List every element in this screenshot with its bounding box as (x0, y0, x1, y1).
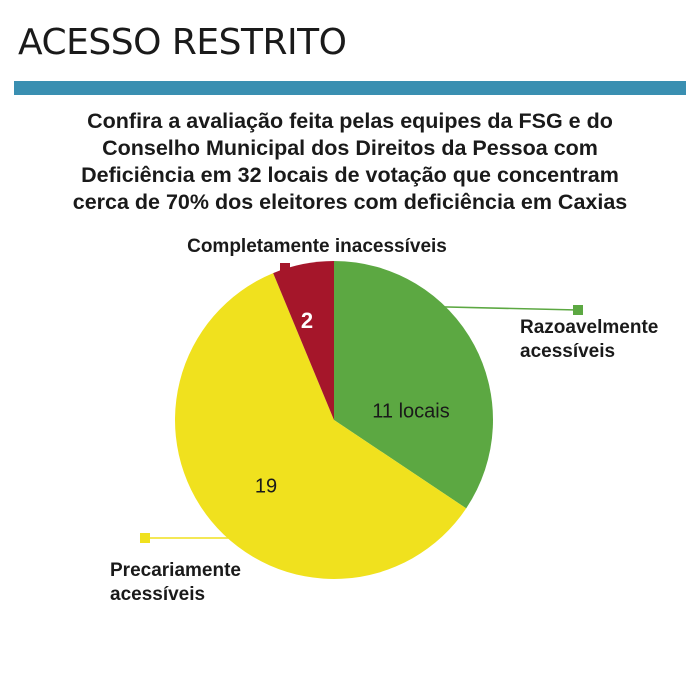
chart-subtitle: Confira a avaliação feita pelas equipes … (20, 108, 680, 216)
legend-marker-inacessiveis (280, 263, 290, 273)
category-label-line: Razoavelmente (520, 317, 658, 338)
category-label-line: acessíveis (520, 341, 615, 362)
category-label-inacessiveis: Completamente inacessíveis (187, 236, 447, 257)
page-title: ACESSO RESTRITO (18, 22, 347, 63)
category-label-line: Precariamente (110, 560, 241, 581)
category-label-line: Completamente inacessíveis (187, 236, 447, 257)
legend-marker-razoavelmente (573, 305, 583, 315)
subtitle-line: cerca de 70% dos eleitores com deficiênc… (72, 190, 628, 214)
slice-value-label-precariamente: 19 (255, 475, 277, 497)
slice-value-label-inacessiveis: 2 (301, 308, 313, 333)
subtitle-line: Conselho Municipal dos Direitos da Pesso… (102, 136, 598, 160)
pie-slice-razoavelmente (334, 261, 493, 509)
pie-slice-inacessiveis (273, 261, 334, 420)
category-label-line: acessíveis (110, 584, 205, 605)
category-label-precariamente: Precariamente acessíveis (110, 560, 241, 605)
slice-value-label-razoavelmente: 11 locais (372, 400, 449, 422)
title-rule (14, 81, 686, 95)
category-label-razoavelmente: Razoavelmente acessíveis (520, 317, 658, 362)
legend-marker-precariamente (140, 533, 150, 543)
subtitle-line: Confira a avaliação feita pelas equipes … (87, 109, 613, 133)
subtitle-line: Deficiência em 32 locais de votação que … (81, 163, 619, 187)
leader-line-razoavelmente (404, 305, 579, 311)
pie-slice-precariamente (175, 273, 467, 579)
